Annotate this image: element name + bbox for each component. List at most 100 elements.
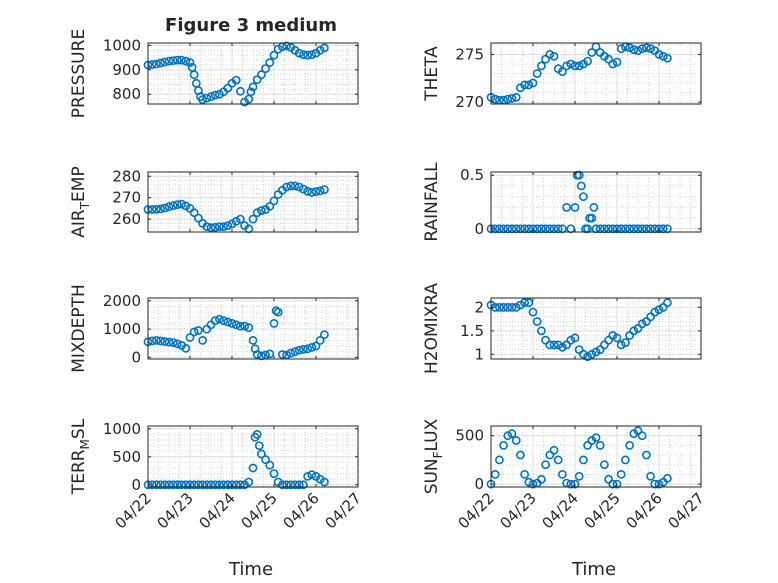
data-point	[160, 480, 170, 490]
data-point	[164, 56, 174, 66]
figure-title: Figure 3 medium	[165, 15, 337, 36]
data-point	[198, 335, 207, 345]
data-point	[616, 469, 626, 479]
data-point	[227, 480, 237, 490]
data-point	[621, 455, 630, 465]
data-point	[193, 326, 203, 335]
data-point	[181, 343, 191, 353]
data-point	[654, 50, 664, 59]
series-markers	[486, 42, 672, 105]
data-point	[269, 196, 279, 206]
data-point	[219, 316, 228, 325]
data-point	[658, 51, 668, 61]
series-markers	[486, 170, 672, 234]
y-tick-label: 900	[112, 61, 141, 79]
data-point	[549, 445, 559, 455]
data-point	[265, 349, 275, 359]
y-tick-label: 270	[455, 93, 484, 111]
data-point	[223, 317, 233, 327]
data-point	[307, 470, 317, 480]
data-point	[189, 480, 199, 490]
data-point	[246, 87, 256, 97]
data-point	[286, 480, 296, 490]
data-point	[528, 78, 538, 88]
data-point	[248, 82, 258, 92]
data-point	[532, 69, 542, 78]
data-point	[235, 86, 245, 96]
data-point	[490, 94, 500, 104]
data-point	[319, 185, 329, 194]
data-point	[625, 43, 634, 53]
data-point	[566, 479, 576, 489]
data-point	[210, 222, 220, 232]
data-point	[625, 440, 634, 450]
data-point	[214, 314, 224, 324]
data-point	[248, 214, 258, 224]
data-point	[499, 440, 508, 450]
data-point	[553, 455, 563, 465]
data-point	[202, 93, 212, 103]
data-point	[507, 429, 517, 439]
data-point	[210, 90, 220, 100]
data-point	[244, 323, 254, 333]
data-point	[511, 92, 521, 102]
data-point	[566, 59, 576, 69]
data-point	[541, 460, 550, 470]
data-point	[282, 182, 291, 192]
data-point	[265, 58, 275, 67]
data-point	[524, 477, 534, 487]
data-point	[206, 223, 216, 233]
data-point	[231, 320, 241, 330]
data-point	[311, 341, 321, 351]
data-point	[151, 335, 161, 345]
data-point	[269, 50, 279, 60]
subplot-rainfall: 0 0.5 RAINFALL	[422, 162, 702, 242]
data-point	[612, 479, 622, 489]
y-tick-label: 0	[131, 476, 141, 494]
data-point	[520, 469, 529, 479]
data-point	[156, 204, 165, 214]
data-point	[663, 298, 672, 308]
data-point	[168, 201, 178, 210]
data-point	[231, 75, 241, 85]
minor-grid	[491, 172, 701, 232]
data-point	[629, 45, 639, 55]
data-point	[589, 202, 599, 212]
data-point	[503, 302, 513, 312]
data-point	[223, 221, 233, 230]
y-axis-label: PRESSURE	[69, 29, 89, 118]
axes-frame	[490, 425, 702, 488]
data-point	[579, 455, 588, 465]
data-point	[189, 70, 199, 80]
data-point	[261, 455, 270, 464]
data-point	[570, 479, 580, 489]
series-markers	[143, 41, 329, 107]
data-point	[290, 347, 300, 357]
data-point	[151, 59, 161, 69]
y-tick-label: 0.5	[460, 166, 484, 184]
data-point	[185, 333, 195, 342]
data-point	[177, 199, 186, 209]
data-point	[608, 479, 618, 489]
data-point	[532, 317, 542, 326]
y-tick-label: 2	[474, 298, 484, 316]
data-point	[210, 480, 220, 490]
data-point	[545, 50, 555, 59]
data-point	[537, 474, 546, 484]
data-point	[151, 204, 161, 214]
data-point	[147, 205, 157, 214]
data-point	[164, 337, 174, 347]
data-point	[516, 450, 525, 460]
data-point	[168, 338, 178, 347]
data-point	[286, 181, 296, 191]
data-point	[227, 318, 237, 328]
data-point	[252, 429, 262, 439]
axes-frame	[147, 171, 359, 233]
data-point	[633, 46, 643, 55]
data-point	[294, 182, 304, 192]
data-point	[298, 344, 308, 354]
data-point	[587, 48, 597, 57]
data-point	[290, 181, 300, 191]
axes-frame	[147, 42, 359, 105]
data-point	[172, 339, 182, 349]
